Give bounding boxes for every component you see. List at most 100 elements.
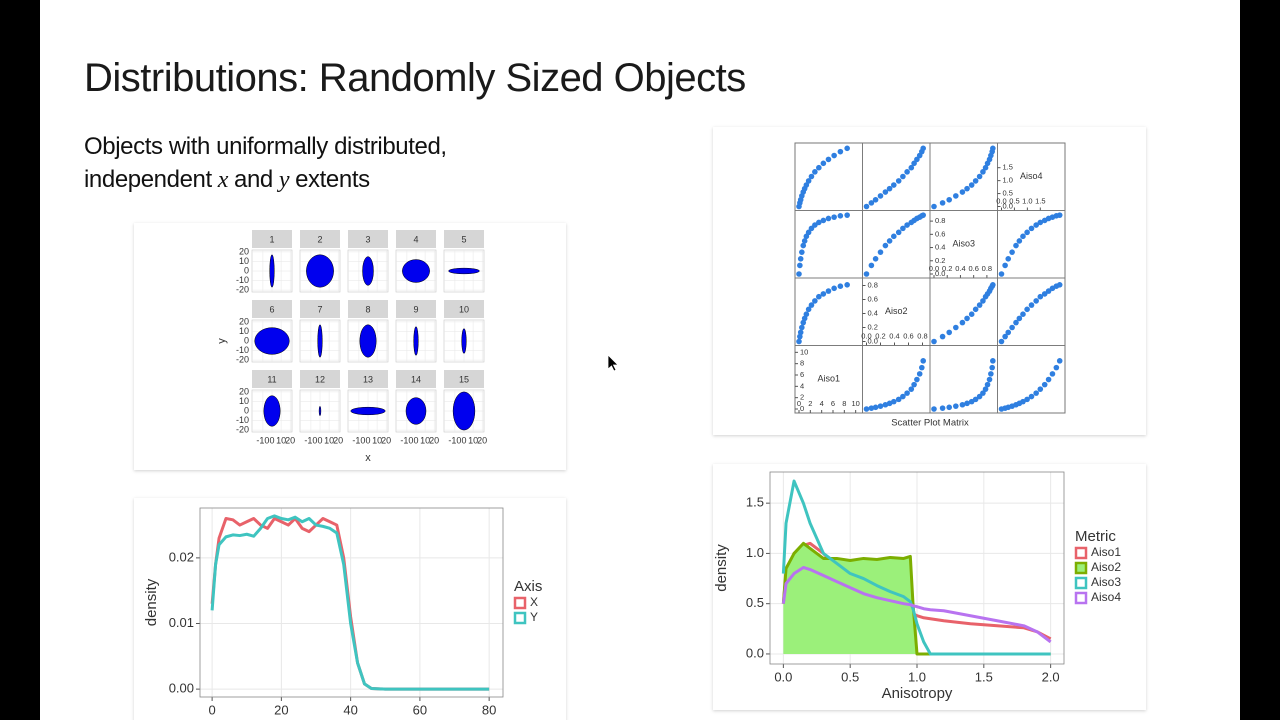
- tick-label: 0.5: [1009, 196, 1019, 205]
- point: [939, 200, 946, 206]
- tick-label: 1.5: [1035, 196, 1045, 205]
- point: [953, 324, 959, 331]
- point: [976, 173, 983, 180]
- panel-label: 6: [269, 304, 274, 314]
- y-tick-label: 0: [244, 265, 249, 275]
- point: [982, 386, 989, 392]
- point: [953, 193, 959, 199]
- point: [1009, 324, 1015, 331]
- point: [1005, 329, 1012, 336]
- point: [989, 364, 995, 371]
- point: [1045, 376, 1052, 383]
- point: [1009, 249, 1015, 255]
- tick-label: 0.2: [935, 256, 945, 265]
- point: [797, 329, 804, 336]
- legend-title: Metric: [1075, 528, 1116, 545]
- tick-label: 0.6: [935, 229, 945, 238]
- point: [812, 222, 818, 228]
- point: [1024, 229, 1030, 236]
- y-tick-label: 1.0: [746, 545, 764, 560]
- point: [904, 222, 910, 228]
- point: [886, 238, 893, 244]
- plot-border: [199, 507, 504, 698]
- x-tick-label: 0: [365, 435, 370, 445]
- point: [891, 182, 897, 188]
- strip: [444, 300, 484, 318]
- legend-key: [1074, 576, 1088, 590]
- y-tick-label: 0.00: [169, 681, 194, 696]
- body-word: and: [234, 166, 273, 193]
- point: [825, 156, 832, 163]
- x-tick-label: 20: [381, 435, 391, 445]
- point: [816, 164, 822, 171]
- point: [882, 189, 889, 195]
- ellipse: [405, 397, 427, 425]
- y-tick-label: -20: [236, 354, 249, 364]
- y-tick-label: -10: [236, 345, 249, 355]
- panel-label: 2: [317, 234, 322, 244]
- line: [781, 565, 1052, 644]
- ellipse: [402, 259, 430, 283]
- y-axis-title: density: [143, 578, 160, 626]
- tick-label: 0.4: [889, 331, 899, 340]
- point: [990, 282, 996, 288]
- tick-label: 2: [800, 393, 804, 402]
- point: [831, 285, 837, 292]
- legend-key: [513, 596, 527, 610]
- point: [1049, 371, 1056, 377]
- strip: [300, 300, 340, 318]
- point: [959, 319, 966, 326]
- point: [1056, 358, 1063, 364]
- point: [796, 338, 802, 345]
- panel-label: 9: [413, 304, 418, 314]
- point: [886, 185, 893, 192]
- panel-label: 1: [269, 234, 274, 244]
- point: [968, 311, 975, 318]
- tick-label: 0: [800, 404, 804, 413]
- point: [946, 404, 953, 411]
- legend-label: Aiso1: [1091, 545, 1121, 559]
- point: [953, 403, 959, 409]
- point: [1041, 291, 1048, 297]
- point: [1033, 222, 1039, 228]
- tick-label: 0.5: [1003, 189, 1013, 198]
- tick-label: 4: [800, 381, 804, 390]
- point: [914, 376, 920, 383]
- panel-label: 7: [317, 304, 322, 314]
- tick-label: 0.6: [968, 264, 978, 273]
- point: [812, 169, 818, 175]
- tick-label: 6: [800, 370, 804, 379]
- point: [920, 212, 926, 218]
- tick-label: 1.5: [1003, 163, 1013, 172]
- x-tick-label: 40: [343, 702, 357, 717]
- point: [1037, 386, 1044, 392]
- point: [805, 178, 812, 184]
- point: [837, 148, 844, 155]
- tick-label: 4: [820, 399, 824, 408]
- ellipse: [263, 395, 281, 427]
- point: [1016, 238, 1023, 244]
- legend-title: Axis: [514, 578, 542, 595]
- x-tick-label: 10: [468, 435, 478, 445]
- point: [803, 311, 810, 318]
- x-tick-label: 0: [209, 702, 216, 717]
- point: [895, 178, 902, 184]
- body-line: Objects with uniformally distributed,: [84, 133, 447, 160]
- point: [868, 200, 875, 206]
- x-tick-label: 0: [269, 435, 274, 445]
- point: [908, 164, 915, 171]
- point: [797, 333, 803, 340]
- x-tick-label: 20: [333, 435, 343, 445]
- point: [877, 249, 884, 255]
- legend-key: [1074, 546, 1088, 560]
- point: [980, 390, 986, 396]
- ellipse: [359, 324, 377, 358]
- y-tick-label: 10: [239, 396, 249, 406]
- point: [1028, 393, 1035, 400]
- point: [872, 196, 879, 203]
- point: [837, 213, 844, 219]
- point: [964, 185, 970, 192]
- point: [914, 156, 920, 163]
- point: [831, 152, 837, 159]
